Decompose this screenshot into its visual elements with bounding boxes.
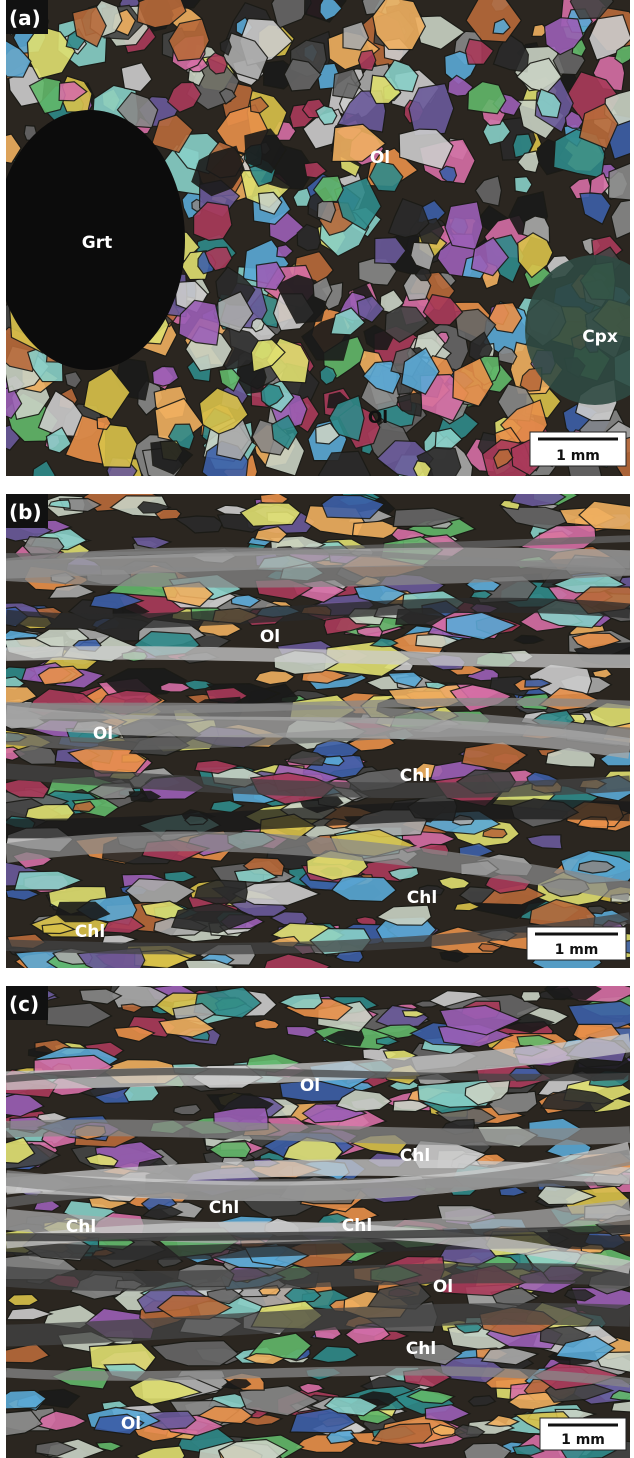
grain xyxy=(470,591,491,599)
mineral-label: Chl xyxy=(406,1339,436,1359)
mineral-label: Ol xyxy=(93,724,113,744)
scale-bar-label: 1 mm xyxy=(555,942,599,958)
mineral-label: Chl xyxy=(400,766,430,786)
mineral-label: Ol xyxy=(300,1076,320,1096)
grain xyxy=(24,537,64,556)
mineral-label: Ol xyxy=(433,1277,453,1297)
panel-label: (a) xyxy=(9,6,41,30)
mineral-label: Ol xyxy=(260,627,280,647)
mineral-label: Ol xyxy=(368,408,388,428)
grain xyxy=(124,1085,159,1102)
chlorite-streak xyxy=(6,1128,630,1137)
grain xyxy=(359,50,376,70)
grain xyxy=(612,1401,634,1412)
mineral-label: Chl xyxy=(407,888,437,908)
mineral-label: Chl xyxy=(66,1217,96,1237)
mineral-label: Ol xyxy=(121,1414,141,1434)
mineral-label: Grt xyxy=(82,233,112,253)
mineral-label: Ol xyxy=(370,148,390,168)
scale-bar-label: 1 mm xyxy=(556,448,600,464)
mineral-label: Chl xyxy=(209,1198,239,1218)
scale-bar-label: 1 mm xyxy=(561,1432,605,1448)
panel-label: (c) xyxy=(9,992,39,1016)
chlorite-streak xyxy=(6,1273,630,1281)
mineral-label: Chl xyxy=(75,922,105,942)
grain xyxy=(445,202,483,250)
mineral-label: Chl xyxy=(342,1216,372,1236)
mineral-label: Cpx xyxy=(582,327,618,347)
micrograph xyxy=(0,974,634,1458)
figure: (a) Grt Ol Cpx Ol 1 mm (b) Ol Ol Chl Chl Chl 1 mm (c)… xyxy=(0,0,634,1458)
mineral-label: Chl xyxy=(400,1146,430,1166)
panel-label: (b) xyxy=(9,500,42,524)
grain xyxy=(521,992,541,1002)
